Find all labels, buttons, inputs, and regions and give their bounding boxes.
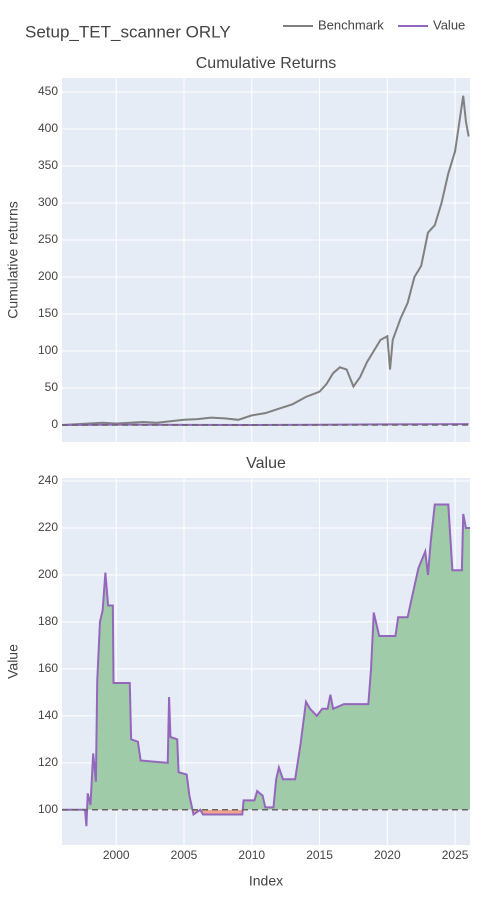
series-line (62, 503, 470, 827)
plot-background (62, 78, 470, 442)
subplot-title: Value (246, 455, 286, 472)
y-tick-label: 400 (38, 121, 58, 135)
x-axis-label: Index (249, 873, 283, 889)
y-tick-label: 200 (38, 269, 58, 283)
y-tick-label: 160 (38, 661, 58, 675)
subplot-title: Cumulative Returns (196, 55, 337, 72)
y-tick-label: 250 (38, 232, 58, 246)
chart-title: Setup_TET_scanner ORLY (25, 22, 231, 41)
plot-layer (62, 95, 470, 426)
y-tick-label: 100 (38, 802, 58, 816)
series-line (62, 95, 470, 426)
plot-layer (62, 503, 470, 827)
y-tick-label: 100 (38, 343, 58, 357)
y-tick-label: 120 (38, 755, 58, 769)
x-tick-label: 2015 (306, 848, 333, 862)
y-tick-label: 50 (45, 380, 59, 394)
y-tick-label: 220 (38, 520, 58, 534)
x-tick-label: 2000 (103, 848, 130, 862)
legend-label: Benchmark (318, 17, 384, 32)
x-tick-label: 2020 (374, 848, 401, 862)
y-axis-label: Value (5, 644, 21, 679)
y-axis-label: Cumulative returns (5, 201, 21, 319)
y-tick-label: 240 (38, 473, 58, 487)
x-tick-label: 2025 (442, 848, 469, 862)
fill-below (62, 809, 243, 827)
y-tick-label: 350 (38, 158, 58, 172)
fill-above (62, 504, 470, 810)
y-tick-label: 300 (38, 195, 58, 209)
y-tick-label: 140 (38, 708, 58, 722)
y-tick-label: 150 (38, 306, 58, 320)
y-tick-label: 0 (51, 417, 58, 431)
y-tick-label: 200 (38, 567, 58, 581)
y-tick-label: 180 (38, 614, 58, 628)
x-tick-label: 2005 (171, 848, 198, 862)
y-tick-label: 450 (38, 84, 58, 98)
legend-label: Value (433, 17, 465, 32)
x-tick-label: 2010 (238, 848, 265, 862)
